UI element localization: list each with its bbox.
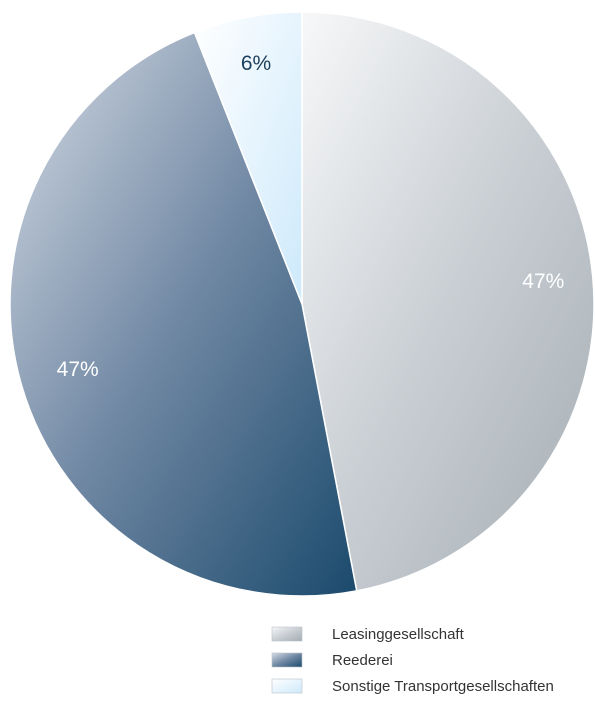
legend-label-sonstige-transportgesellschaften: Sonstige Transportgesellschaften <box>332 678 554 695</box>
legend: Leasinggesellschaft Reederei Sonstige Tran… <box>271 626 554 695</box>
pie-labels: 47% 47% 6% <box>57 52 565 381</box>
pie-label-sonstige-transportgesellschaften: 6% <box>241 52 271 75</box>
pie-label-leasinggesellschaft: 47% <box>522 270 564 293</box>
legend-swatch-leasinggesellschaft <box>271 626 303 642</box>
pie-slice-sonstige-transportgesellschaften <box>193 11 303 305</box>
legend-swatch-sonstige-transportgesellschaften <box>271 678 303 694</box>
pie-label-reederei: 47% <box>57 358 99 381</box>
legend-label-reederei: Reederei <box>332 652 393 669</box>
pie-slice-leasinggesellschaft <box>301 11 595 592</box>
pie-slice-reederei <box>9 31 358 597</box>
legend-swatch-reederei <box>271 652 303 668</box>
pie-slices <box>9 11 595 597</box>
legend-label-leasinggesellschaft: Leasinggesellschaft <box>332 626 465 643</box>
